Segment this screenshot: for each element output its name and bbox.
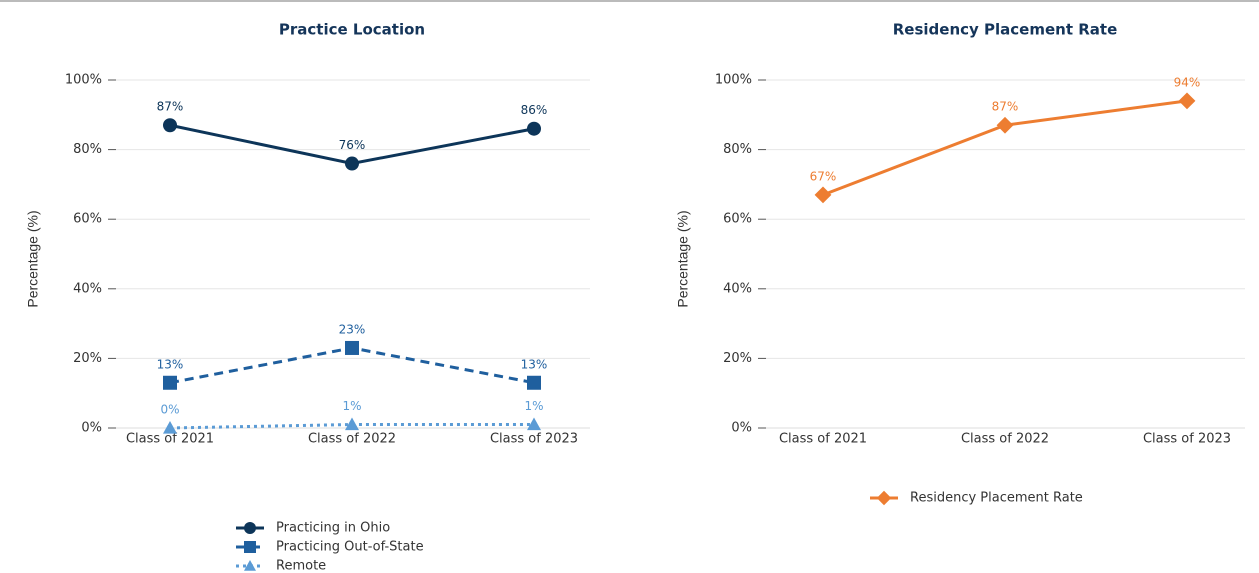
y-tick-label: 80% (73, 142, 102, 157)
y-tick-label: 100% (715, 73, 752, 88)
data-label: 86% (521, 103, 548, 117)
data-label: 87% (157, 100, 184, 114)
marker (876, 490, 892, 506)
y-axis-label: Percentage (%) (675, 210, 691, 307)
y-tick-label: 40% (723, 281, 752, 296)
y-tick-label: 20% (723, 351, 752, 366)
y-tick-label: 20% (73, 351, 102, 366)
x-tick-label: Class of 2021 (126, 432, 214, 447)
x-tick-label: Class of 2021 (779, 432, 867, 447)
x-tick-label: Class of 2023 (490, 432, 578, 447)
marker (345, 417, 359, 431)
series-line (822, 99, 1188, 197)
x-tick-label: Class of 2022 (961, 432, 1049, 447)
marker (1178, 92, 1196, 110)
data-label: 94% (1174, 75, 1201, 89)
legend-label: Remote (276, 559, 326, 573)
data-label: 1% (524, 399, 543, 413)
legend-label: Practicing in Ohio (276, 521, 390, 536)
marker (345, 156, 359, 171)
data-label: 1% (342, 399, 361, 413)
data-label: 0% (160, 403, 179, 417)
marker (244, 522, 256, 534)
y-tick-label: 60% (73, 212, 102, 227)
marker (163, 421, 177, 434)
marker (163, 118, 177, 133)
chart-title: Practice Location (279, 21, 425, 39)
marker (996, 116, 1014, 134)
y-axis-label: Percentage (%) (25, 210, 41, 307)
y-tick-label: 40% (73, 281, 102, 296)
y-tick-label: 100% (65, 73, 102, 88)
y-tick-label: 60% (723, 212, 752, 227)
y-tick-label: 80% (723, 142, 752, 157)
marker (163, 375, 177, 390)
data-label: 23% (339, 322, 366, 336)
y-tick-label: 0% (81, 421, 102, 436)
data-label: 13% (521, 357, 548, 371)
marker (527, 121, 541, 136)
data-label: 76% (339, 138, 366, 152)
marker (244, 560, 256, 571)
marker (244, 541, 256, 553)
marker (345, 340, 359, 355)
chart-title: Residency Placement Rate (893, 21, 1118, 39)
marker (814, 186, 832, 204)
x-tick-label: Class of 2022 (308, 432, 396, 447)
legend-label: Residency Placement Rate (910, 491, 1083, 506)
marker (527, 375, 541, 390)
data-label: 67% (810, 169, 837, 183)
data-label: 13% (157, 357, 184, 371)
y-tick-label: 0% (731, 421, 752, 436)
legend-label: Practicing Out-of-State (276, 540, 424, 555)
marker (527, 417, 541, 431)
x-tick-label: Class of 2023 (1143, 432, 1231, 447)
data-label: 87% (992, 100, 1019, 114)
